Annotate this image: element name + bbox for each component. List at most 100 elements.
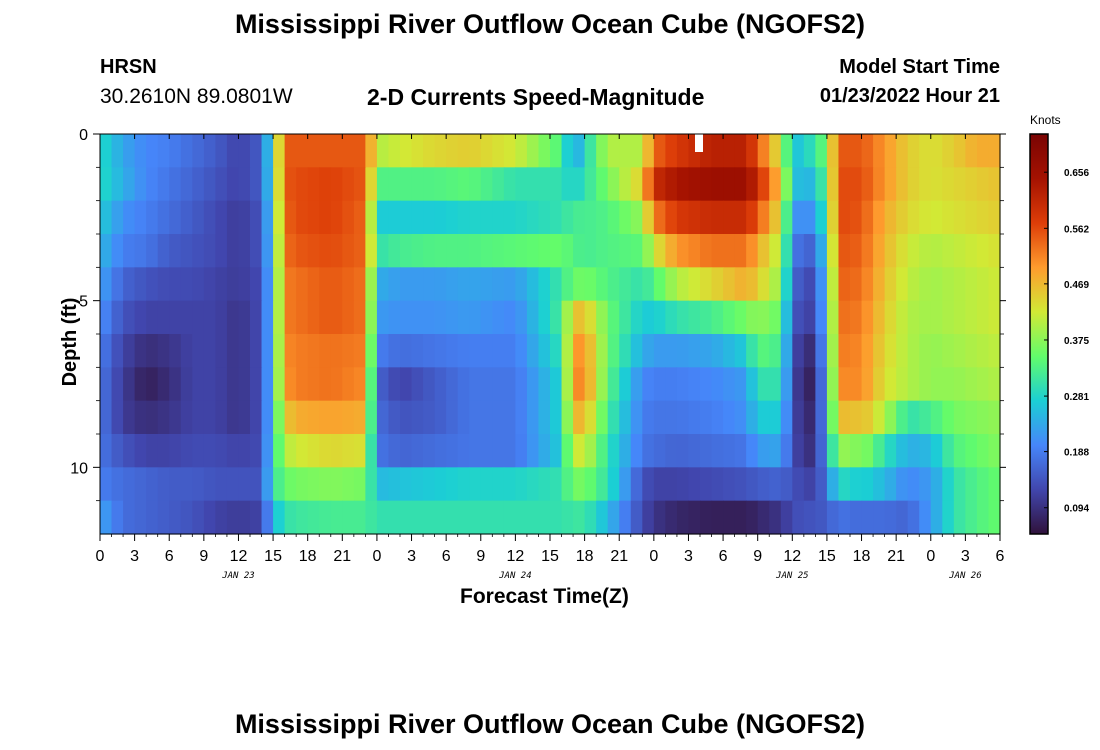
heatmap-cell (734, 334, 747, 368)
heatmap-cell (446, 200, 459, 235)
heatmap-cell (342, 500, 355, 535)
heatmap-cell (976, 467, 990, 502)
heatmap-cell (803, 234, 816, 268)
heatmap-cell (296, 167, 309, 202)
heatmap-cell (330, 400, 343, 435)
heatmap-cell (134, 200, 147, 235)
heatmap-cell (169, 200, 182, 235)
heatmap-cell (619, 367, 632, 402)
heatmap-cell (157, 167, 170, 202)
heatmap-cell (803, 267, 816, 302)
heatmap-cell (803, 300, 816, 335)
y-axis: 0 5 10 (70, 127, 1006, 502)
heatmap-cell (480, 334, 493, 368)
heatmap-cell (307, 434, 320, 468)
heatmap-cell (411, 367, 424, 402)
heatmap-cell (630, 500, 643, 535)
heatmap-cell (780, 200, 793, 235)
heatmap-cell (296, 367, 309, 402)
heatmap-cell (688, 500, 701, 535)
heatmap-cell (342, 200, 355, 235)
heatmap-cell (284, 200, 297, 235)
heatmap-cell (146, 200, 159, 235)
heatmap-cell (353, 200, 366, 235)
heatmap-cell (873, 134, 886, 168)
heatmap-cell (769, 367, 782, 402)
heatmap-cell (353, 334, 366, 368)
heatmap-cell (573, 200, 586, 235)
heatmap-cell (203, 434, 216, 468)
heatmap-cell (550, 467, 563, 502)
heatmap-cell (238, 467, 251, 502)
heatmap-cell (434, 134, 447, 168)
heatmap-cell (607, 467, 620, 502)
heatmap-cell (526, 400, 540, 435)
heatmap-cell (330, 334, 343, 368)
heatmap-cell (342, 300, 355, 335)
heatmap-cell (330, 167, 343, 202)
heatmap-cell (400, 300, 413, 335)
heatmap-cell (907, 267, 920, 302)
heatmap-cell (596, 300, 609, 335)
heatmap-cell (250, 167, 263, 202)
heatmap-cell (365, 334, 378, 368)
heatmap-cell (953, 200, 966, 235)
heatmap-cell (134, 134, 147, 168)
heatmap-cell (469, 300, 482, 335)
heatmap-cell (815, 300, 828, 335)
heatmap-cell (723, 167, 736, 202)
heatmap-cell (850, 334, 863, 368)
heatmap-cell (365, 200, 378, 235)
heatmap-cell (480, 167, 493, 202)
heatmap-cell (873, 200, 886, 235)
heatmap-cell (296, 434, 309, 468)
heatmap-cell (596, 134, 609, 168)
heatmap-cell (411, 434, 424, 468)
heatmap-cell (515, 500, 528, 535)
heatmap-cell (192, 334, 205, 368)
heatmap-cell (757, 300, 770, 335)
heatmap-cell (596, 500, 609, 535)
heatmap-cell (780, 500, 793, 535)
heatmap-cell (700, 434, 713, 468)
heatmap-cell (134, 267, 147, 302)
heatmap-cell (642, 434, 655, 468)
heatmap-cell (400, 434, 413, 468)
heatmap-cell (123, 167, 136, 202)
heatmap-cell (330, 300, 343, 335)
heatmap-cells (100, 134, 1001, 535)
heatmap-cell (538, 400, 551, 435)
heatmap-cell (896, 467, 909, 502)
heatmap-cell (780, 434, 793, 468)
heatmap-cell (146, 234, 159, 268)
heatmap-cell (111, 200, 124, 235)
heatmap-cell (965, 434, 978, 468)
heatmap-cell (711, 267, 724, 302)
heatmap-cell (907, 300, 920, 335)
heatmap-cell (515, 434, 528, 468)
heatmap-cell (642, 167, 655, 202)
heatmap-cell (607, 134, 620, 168)
heatmap-cell (123, 234, 136, 268)
heatmap-cell (457, 334, 470, 368)
heatmap-cell (238, 367, 251, 402)
heatmap-cell (307, 267, 320, 302)
heatmap-cell (596, 334, 609, 368)
heatmap-cell (942, 134, 955, 168)
heatmap-cell (942, 267, 955, 302)
heatmap-cell (250, 467, 263, 502)
x-axis: 0 3 6 9 12 15 18 21 0 3 6 9 12 15 18 21 0 3 6 9 12 15 18 21 0 3 6 J… (96, 134, 1005, 581)
heatmap-cell (296, 134, 309, 168)
heatmap-cell (607, 167, 620, 202)
heatmap-cell (723, 467, 736, 502)
heatmap-cell (284, 500, 297, 535)
heatmap-cell (503, 267, 516, 302)
heatmap-cell (803, 167, 816, 202)
heatmap-cell (561, 334, 574, 368)
heatmap-cell (665, 334, 678, 368)
heatmap-cell (676, 267, 690, 302)
heatmap-cell (838, 267, 851, 302)
heatmap-cell (953, 334, 966, 368)
x-tick-label: 18 (299, 548, 317, 565)
heatmap-cell (284, 300, 297, 335)
